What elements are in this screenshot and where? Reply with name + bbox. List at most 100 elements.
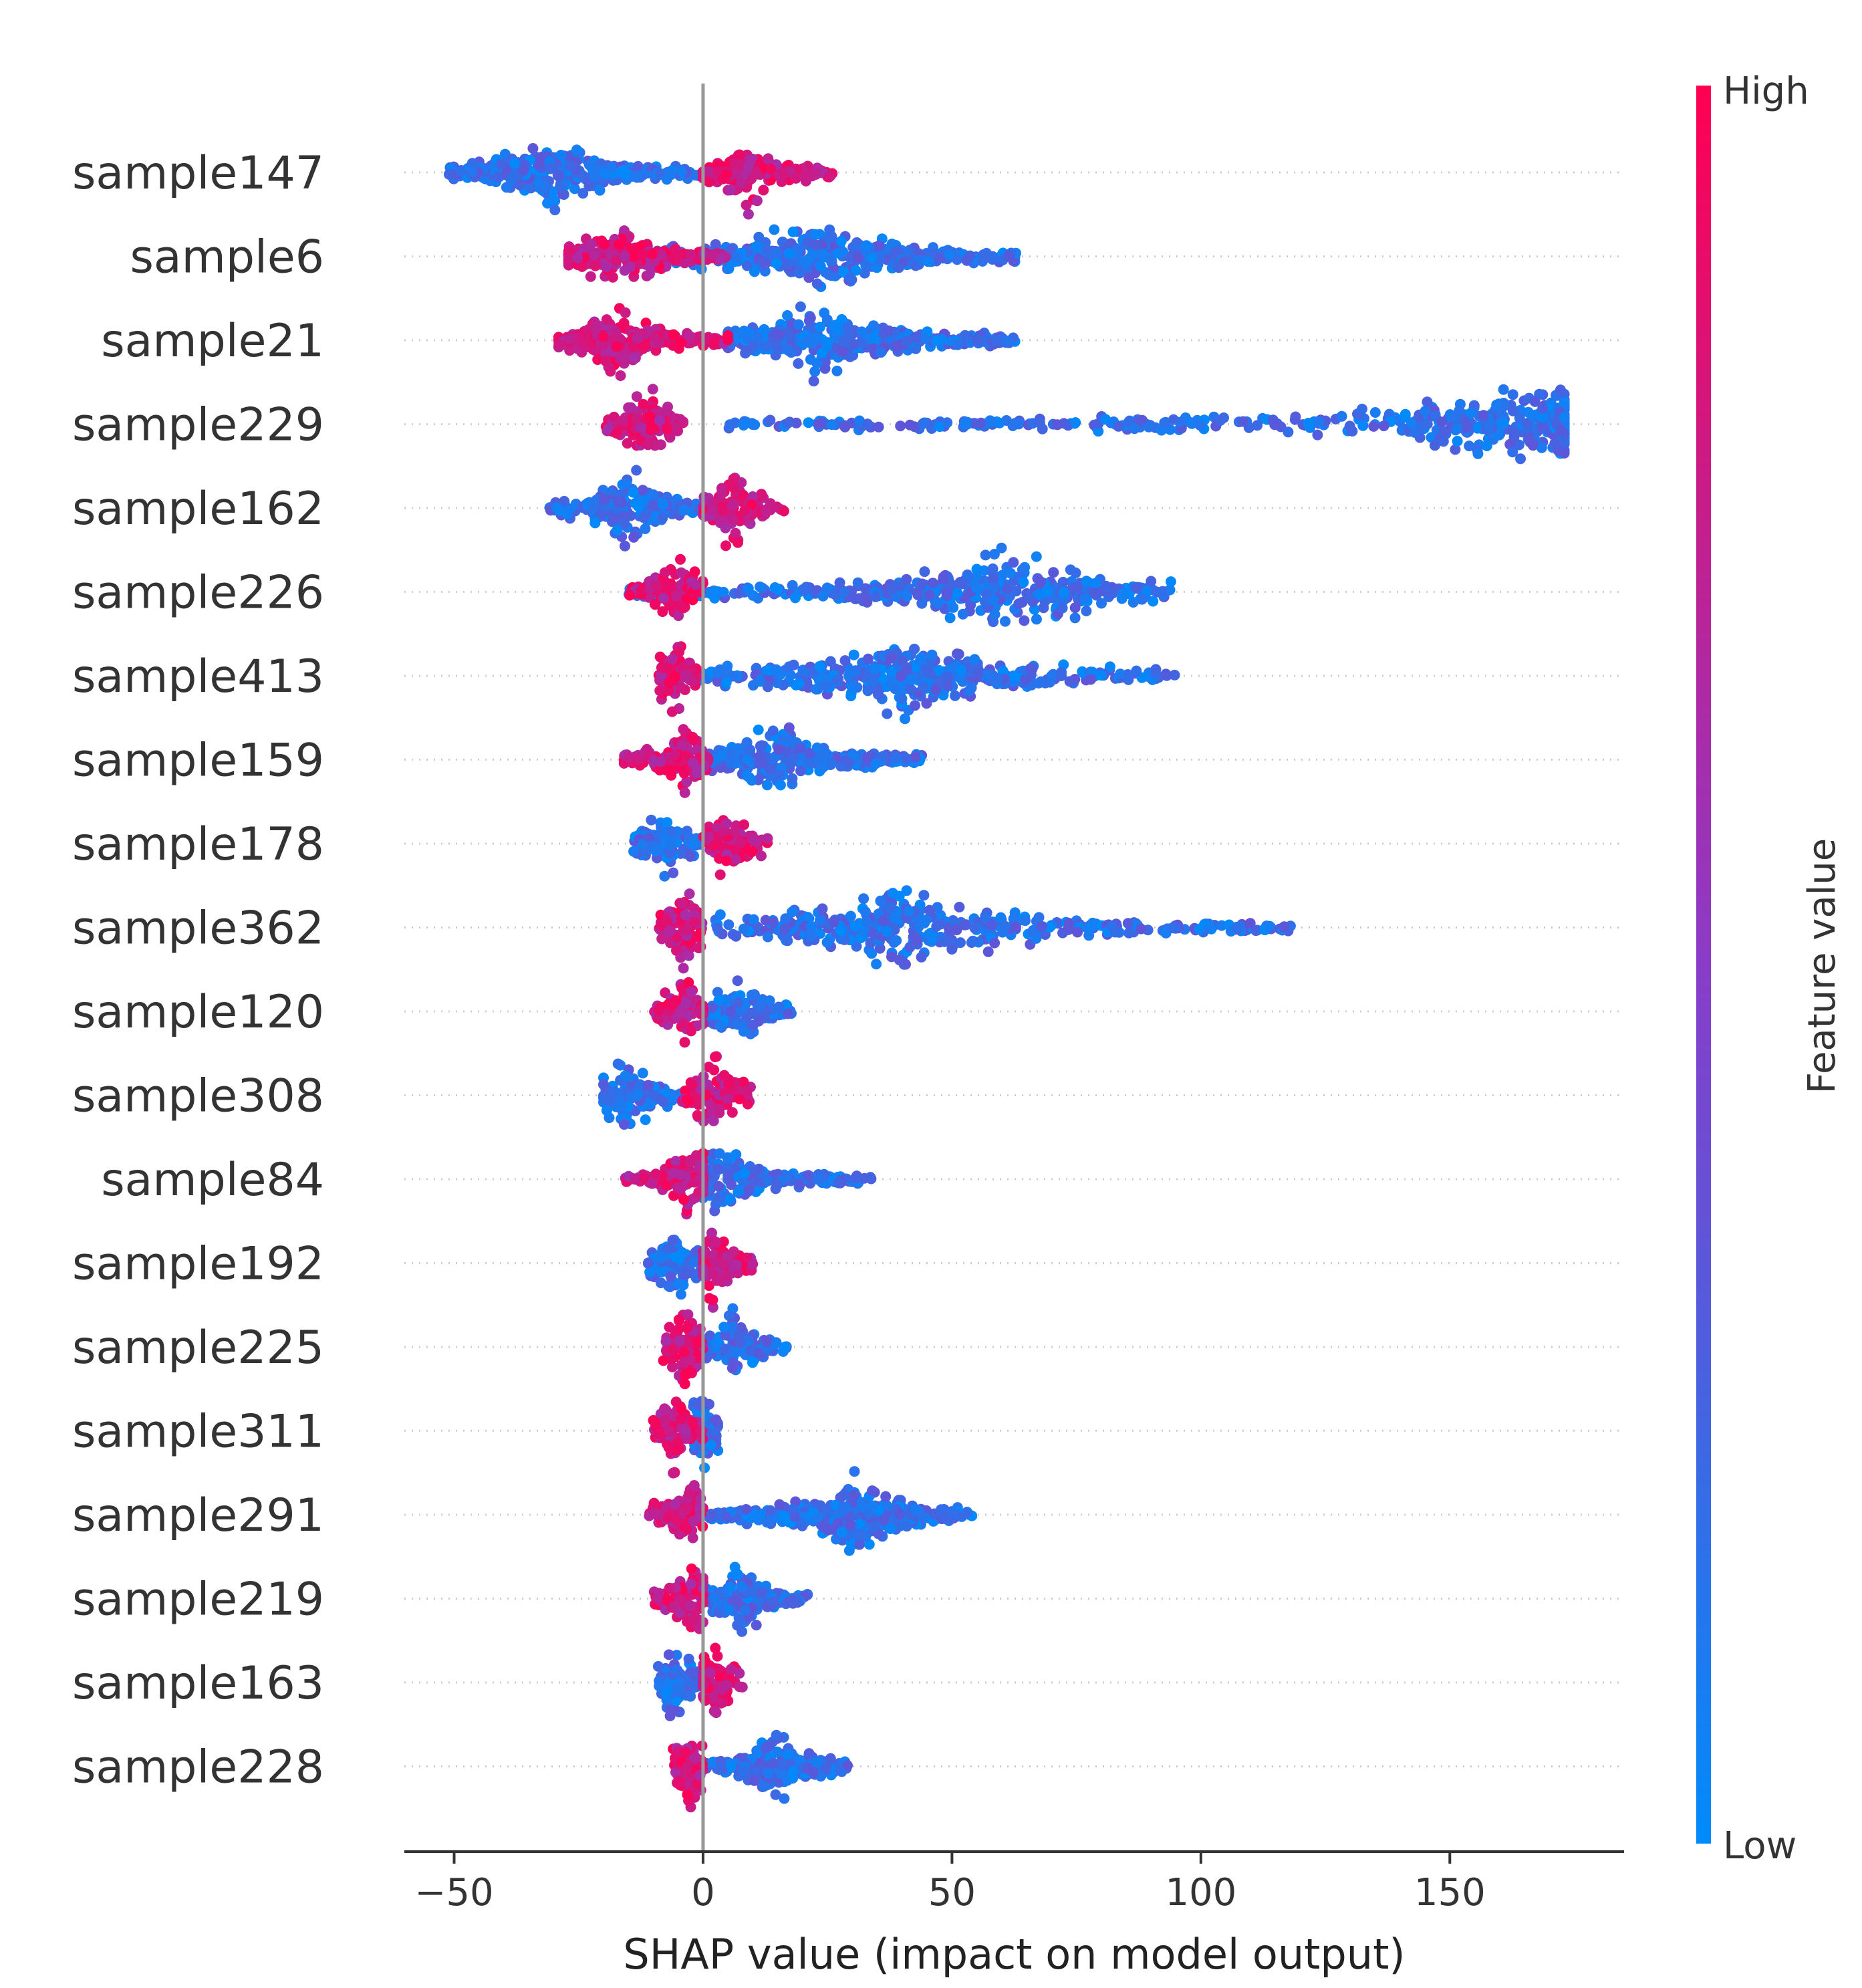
point-high [647,249,658,259]
point-low [952,339,963,350]
point-high [588,249,600,261]
point-high [673,250,684,261]
point-low [856,326,868,338]
point-low [820,747,831,759]
point-low [753,724,764,735]
point-low [1034,417,1045,428]
point-low [1452,435,1463,447]
point-low [1170,922,1181,934]
point-high [790,172,801,184]
point-low [815,260,826,271]
point-low [782,310,793,321]
point-low [1041,586,1052,597]
point-low [1237,416,1248,427]
point-high [577,338,589,349]
point-low [952,254,963,265]
point-low [1064,676,1075,687]
point-low [991,336,1003,347]
point-high [678,602,689,614]
point-high [656,662,667,673]
point-high [576,261,587,272]
point-high [725,184,737,196]
point-high [659,567,670,578]
point-low [535,156,546,168]
point-low [852,253,863,264]
point-low [1234,920,1246,932]
point-low [1478,410,1489,421]
point-high [688,757,699,769]
point-low [819,363,831,374]
point-low [900,713,910,725]
point-low [1136,594,1148,605]
point-high [597,331,609,342]
point-low [885,652,896,664]
point-low [1368,420,1379,432]
point-low [996,542,1007,553]
point-low [938,574,949,585]
point-low [753,332,764,344]
point-low [743,771,755,783]
point-high [716,505,728,516]
point-low [1031,614,1042,625]
point-low [628,487,639,498]
point-low [918,890,930,901]
point-low [1472,448,1484,459]
point-low [1113,420,1124,432]
point-low [1369,407,1381,418]
point-low [886,583,898,594]
point-low [783,722,795,733]
point-low [1448,411,1460,422]
point-low [907,672,918,684]
feature-swarm-sample229 [600,384,1570,465]
point-low [1072,582,1083,593]
point-low [950,690,960,701]
point-low [795,743,806,753]
point-low [1036,920,1047,932]
point-low [760,914,771,926]
point-low [919,917,930,928]
point-low [927,578,938,589]
point-low [745,744,756,755]
point-low [761,340,773,352]
point-high [601,261,612,273]
point-low [657,512,668,523]
point-high [680,670,692,681]
point-low [862,418,874,430]
point-low [767,725,779,737]
point-low [790,592,801,604]
point-low [1194,923,1205,935]
point-low [836,314,847,325]
point-low [825,656,836,667]
point-high [703,166,714,177]
point-high [663,580,674,591]
point-high [671,590,682,602]
point-low [954,902,965,912]
point-low [1157,586,1168,597]
point-low [903,906,914,917]
point-low [1146,576,1157,587]
point-low [793,243,805,255]
point-low [1056,666,1067,678]
point-low [1123,927,1135,939]
point-low [845,680,857,692]
point-low [525,182,537,194]
point-high [637,249,648,260]
point-high [730,158,741,169]
point-low [1400,408,1411,420]
point-low [960,416,971,428]
point-low [1039,677,1051,689]
point-high [589,260,601,271]
point-low [756,740,767,751]
point-low [886,902,896,913]
point-low [620,540,630,551]
point-low [762,681,773,693]
point-low [795,301,806,312]
point-low [823,232,835,243]
point-low [842,322,853,334]
point-low [901,336,912,347]
point-low [863,653,874,664]
point-high [638,398,649,410]
point-low [1160,416,1171,428]
point-low [1079,593,1090,604]
point-high [778,505,789,517]
